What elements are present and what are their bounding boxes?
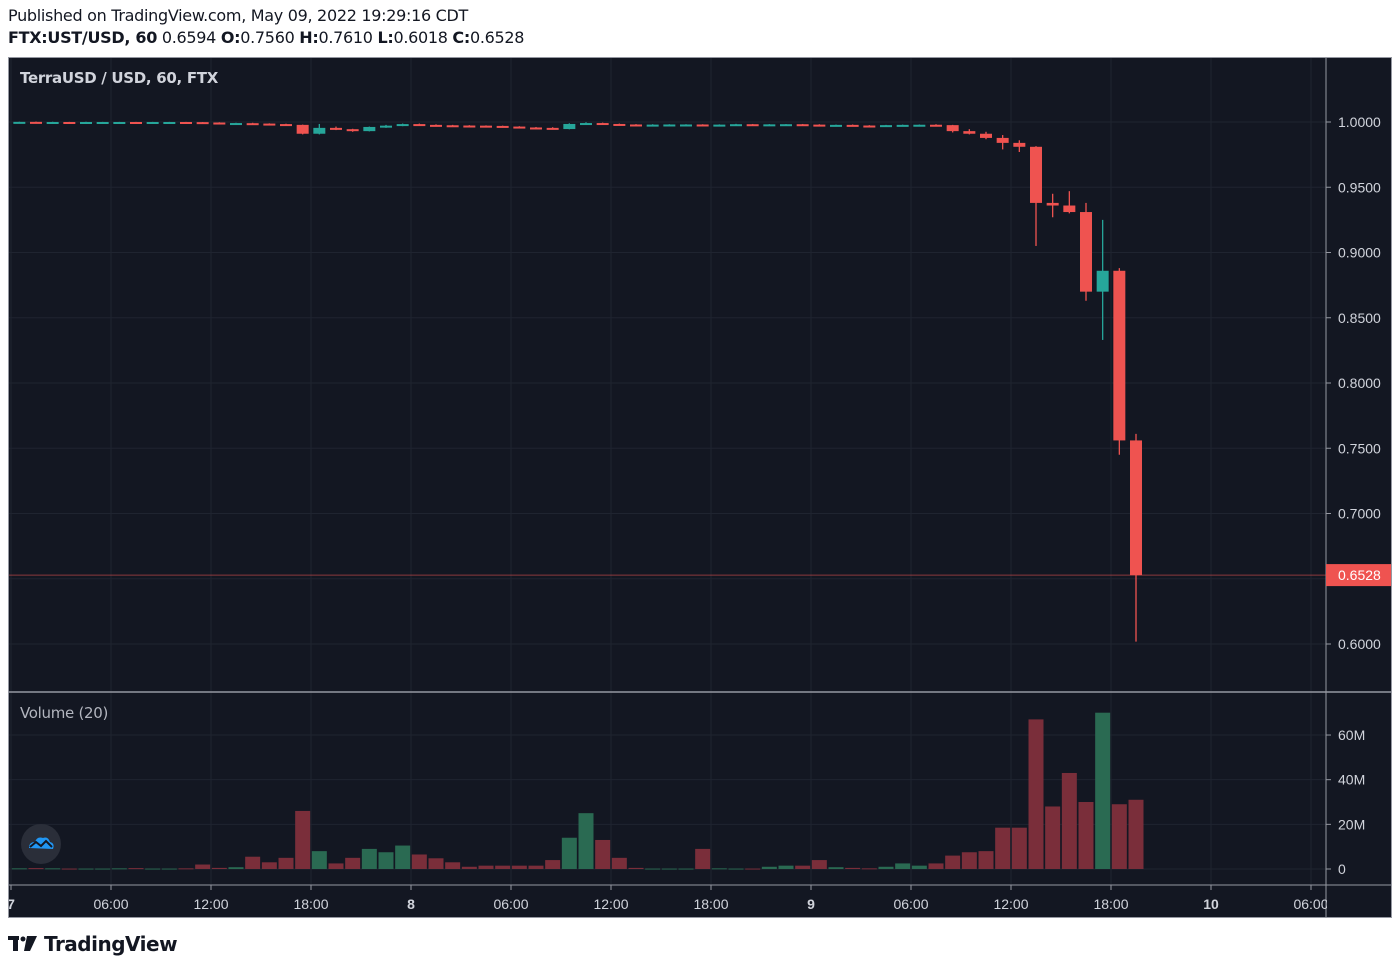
svg-text:20M: 20M: [1338, 816, 1365, 832]
svg-text:12:00: 12:00: [593, 896, 628, 912]
svg-text:0.8500: 0.8500: [1338, 310, 1381, 326]
series-legend: TerraUSD / USD, 60, FTX: [20, 69, 218, 87]
svg-text:0.6000: 0.6000: [1338, 636, 1381, 652]
candlestick-chart[interactable]: 1.0000 0.9500 0.9000 0.8500 0.8000 0.7500 0.70…: [9, 58, 1392, 918]
svg-text:06:00: 06:00: [893, 896, 928, 912]
svg-text:8: 8: [407, 896, 415, 912]
tradingview-logo-button[interactable]: [21, 824, 61, 864]
svg-text:06:00: 06:00: [1293, 896, 1328, 912]
svg-text:0.8000: 0.8000: [1338, 375, 1381, 391]
tradingview-logo-icon: [8, 936, 37, 951]
svg-text:1.0000: 1.0000: [1338, 114, 1381, 130]
svg-text:06:00: 06:00: [93, 896, 128, 912]
chart-frame[interactable]: 1.0000 0.9500 0.9000 0.8500 0.8000 0.7500 0.70…: [8, 57, 1392, 918]
svg-text:12:00: 12:00: [193, 896, 228, 912]
brand-name: TradingView: [44, 932, 178, 956]
candles: [13, 121, 1142, 642]
price-axis: 1.0000 0.9500 0.9000 0.8500 0.8000 0.7500 0.70…: [1326, 114, 1391, 877]
symbol-label: FTX:UST/USD, 60: [8, 28, 158, 47]
high-label: H:: [299, 28, 319, 47]
close-label: C:: [452, 28, 470, 47]
svg-text:18:00: 18:00: [1093, 896, 1128, 912]
svg-text:9: 9: [807, 896, 815, 912]
grid: [9, 58, 1326, 885]
low-label: L:: [377, 28, 394, 47]
svg-text:0: 0: [1338, 861, 1346, 877]
cloud-logo-icon: [29, 837, 54, 849]
tradingview-brand: TradingView: [8, 932, 178, 956]
svg-text:10: 10: [1203, 896, 1219, 912]
svg-text:40M: 40M: [1338, 772, 1365, 788]
low-value: 0.6018: [393, 28, 448, 47]
ohlc-header: FTX:UST/USD, 60 0.6594 O:0.7560 H:0.7610…: [8, 28, 524, 47]
high-value: 0.7610: [318, 28, 373, 47]
close-value: 0.6528: [469, 28, 525, 47]
svg-text:18:00: 18:00: [293, 896, 328, 912]
volume-bars: [11, 712, 1144, 870]
svg-text:0.6528: 0.6528: [1338, 567, 1381, 583]
svg-text:0.9500: 0.9500: [1338, 179, 1381, 195]
svg-text:7: 7: [9, 896, 15, 912]
svg-text:0.7500: 0.7500: [1338, 440, 1381, 456]
current-price-badge: [1326, 564, 1391, 587]
open-label: O:: [220, 28, 241, 47]
svg-text:18:00: 18:00: [693, 896, 728, 912]
open-value: 0.7560: [240, 28, 295, 47]
svg-text:12:00: 12:00: [993, 896, 1028, 912]
published-caption: Published on TradingView.com, May 09, 20…: [8, 6, 468, 25]
last-price: 0.6594: [161, 28, 217, 47]
svg-text:0.9000: 0.9000: [1338, 245, 1381, 261]
svg-text:0.7000: 0.7000: [1338, 506, 1381, 522]
svg-text:60M: 60M: [1338, 727, 1365, 743]
volume-legend: Volume (20): [20, 704, 109, 722]
svg-text:06:00: 06:00: [493, 896, 528, 912]
time-axis: 7 06:00 12:00 18:00 8 06:00 12:00 18:00 9 06:00 12…: [9, 885, 1329, 912]
